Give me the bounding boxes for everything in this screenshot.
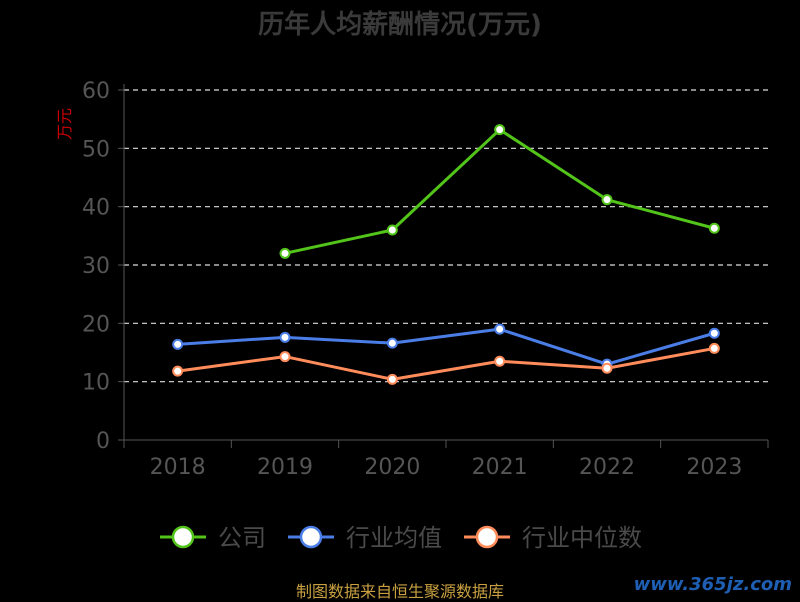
x-tick-label: 2021 <box>472 455 528 480</box>
y-tick-label: 40 <box>82 196 110 221</box>
data-point[interactable] <box>172 338 184 350</box>
x-tick-label: 2020 <box>364 455 420 480</box>
axes: 0 10 20 30 40 50 60 2018 2019 2020 2021 2022 2023 <box>82 79 769 480</box>
data-point[interactable] <box>708 222 720 234</box>
legend-label: 行业中位数 <box>522 524 642 552</box>
x-tick-label: 2019 <box>257 455 313 480</box>
data-point[interactable] <box>494 355 506 367</box>
series-lines <box>172 124 720 385</box>
x-tick-label: 2018 <box>150 455 206 480</box>
chart-title: 历年人均薪酬情况(万元) <box>258 10 542 40</box>
data-point[interactable] <box>708 342 720 354</box>
legend-marker <box>475 525 499 549</box>
legend-label: 公司 <box>218 524 266 552</box>
y-tick-label: 60 <box>82 79 110 104</box>
y-tick-label: 10 <box>82 371 110 396</box>
y-tick-label: 50 <box>82 137 110 162</box>
series-line <box>177 327 715 366</box>
grid-lines <box>124 89 768 383</box>
data-point[interactable] <box>386 224 398 236</box>
series-line <box>177 346 715 381</box>
data-point[interactable] <box>601 362 613 374</box>
data-point[interactable] <box>279 247 291 259</box>
legend-item[interactable]: 行业均值 <box>288 524 442 552</box>
data-point[interactable] <box>494 323 506 335</box>
y-axis-label: 万元 <box>55 108 74 140</box>
legend[interactable]: 公司 行业均值 行业中位数 <box>160 524 642 552</box>
source-note: 制图数据来自恒生聚源数据库 <box>295 582 504 601</box>
legend-item[interactable]: 行业中位数 <box>464 524 642 552</box>
legend-marker <box>171 525 195 549</box>
y-tick-label: 20 <box>82 312 110 337</box>
y-tick-label: 0 <box>96 429 110 454</box>
watermark[interactable]: www.365jz.com <box>633 574 792 595</box>
data-point[interactable] <box>386 337 398 349</box>
data-point[interactable] <box>279 331 291 343</box>
legend-label: 行业均值 <box>346 524 442 552</box>
legend-item[interactable]: 公司 <box>160 524 266 552</box>
legend-marker <box>299 525 323 549</box>
x-tick-label: 2022 <box>579 455 635 480</box>
data-point[interactable] <box>601 194 613 206</box>
data-point[interactable] <box>172 365 184 377</box>
data-point[interactable] <box>708 327 720 339</box>
y-tick-label: 30 <box>82 254 110 279</box>
data-point[interactable] <box>386 373 398 385</box>
data-point[interactable] <box>494 124 506 136</box>
data-point[interactable] <box>279 351 291 363</box>
x-tick-label: 2023 <box>686 455 742 480</box>
